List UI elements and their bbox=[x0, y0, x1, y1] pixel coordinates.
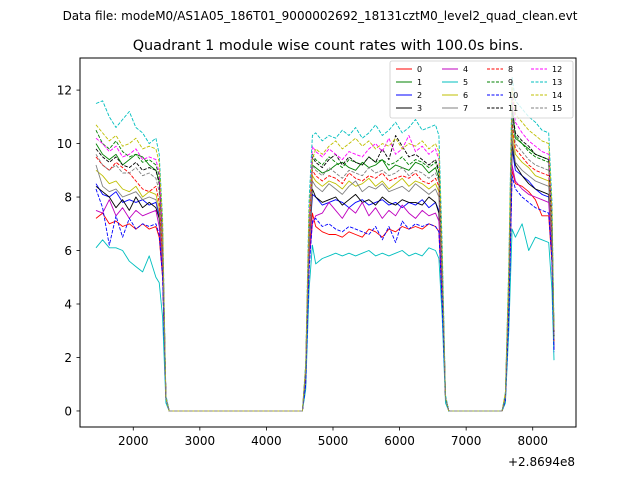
figure-suptitle: Data file: modeM0/AS1A05_186T01_90000026… bbox=[63, 9, 578, 23]
series-line-15 bbox=[95, 116, 555, 412]
legend-label-8: 8 bbox=[508, 65, 513, 74]
series-line-8 bbox=[95, 121, 555, 412]
legend-label-15: 15 bbox=[552, 104, 562, 113]
legend-label-1: 1 bbox=[417, 78, 422, 87]
y-tick-label: 4 bbox=[64, 298, 72, 312]
legend-label-7: 7 bbox=[463, 104, 468, 113]
y-tick-label: 12 bbox=[57, 84, 72, 98]
y-axis: 0 2 4 6 8 10 12 bbox=[57, 84, 80, 418]
legend-label-11: 11 bbox=[508, 104, 518, 113]
y-tick-label: 10 bbox=[57, 137, 72, 151]
chart-title: Quadrant 1 module wise count rates with … bbox=[133, 38, 524, 54]
y-tick-label: 8 bbox=[64, 191, 72, 205]
legend-label-3: 3 bbox=[417, 104, 422, 113]
x-tick-label: 7000 bbox=[451, 434, 482, 448]
legend-label-12: 12 bbox=[552, 65, 562, 74]
x-offset-label: +2.8694e8 bbox=[508, 455, 575, 469]
x-axis: 2000 3000 4000 5000 6000 7000 8000 bbox=[118, 427, 548, 448]
legend-box bbox=[389, 60, 574, 119]
legend-label-13: 13 bbox=[552, 78, 562, 87]
y-tick-label: 2 bbox=[64, 351, 72, 365]
y-tick-label: 6 bbox=[64, 244, 72, 258]
legend-label-14: 14 bbox=[552, 91, 562, 100]
legend-label-10: 10 bbox=[508, 91, 518, 100]
series-line-13 bbox=[95, 76, 555, 412]
series-lines bbox=[95, 76, 555, 412]
legend-label-6: 6 bbox=[463, 91, 468, 100]
x-tick-label: 3000 bbox=[185, 434, 216, 448]
legend-label-2: 2 bbox=[417, 91, 422, 100]
legend-label-0: 0 bbox=[417, 65, 422, 74]
legend-label-9: 9 bbox=[508, 78, 513, 87]
x-tick-label: 6000 bbox=[384, 434, 415, 448]
legend-label-5: 5 bbox=[463, 78, 468, 87]
plot-frame bbox=[79, 57, 577, 428]
x-tick-label: 4000 bbox=[251, 434, 282, 448]
x-tick-label: 8000 bbox=[517, 434, 548, 448]
y-tick-label: 0 bbox=[64, 404, 72, 418]
legend-label-4: 4 bbox=[463, 65, 468, 74]
x-tick-label: 2000 bbox=[118, 434, 149, 448]
x-tick-label: 5000 bbox=[318, 434, 349, 448]
